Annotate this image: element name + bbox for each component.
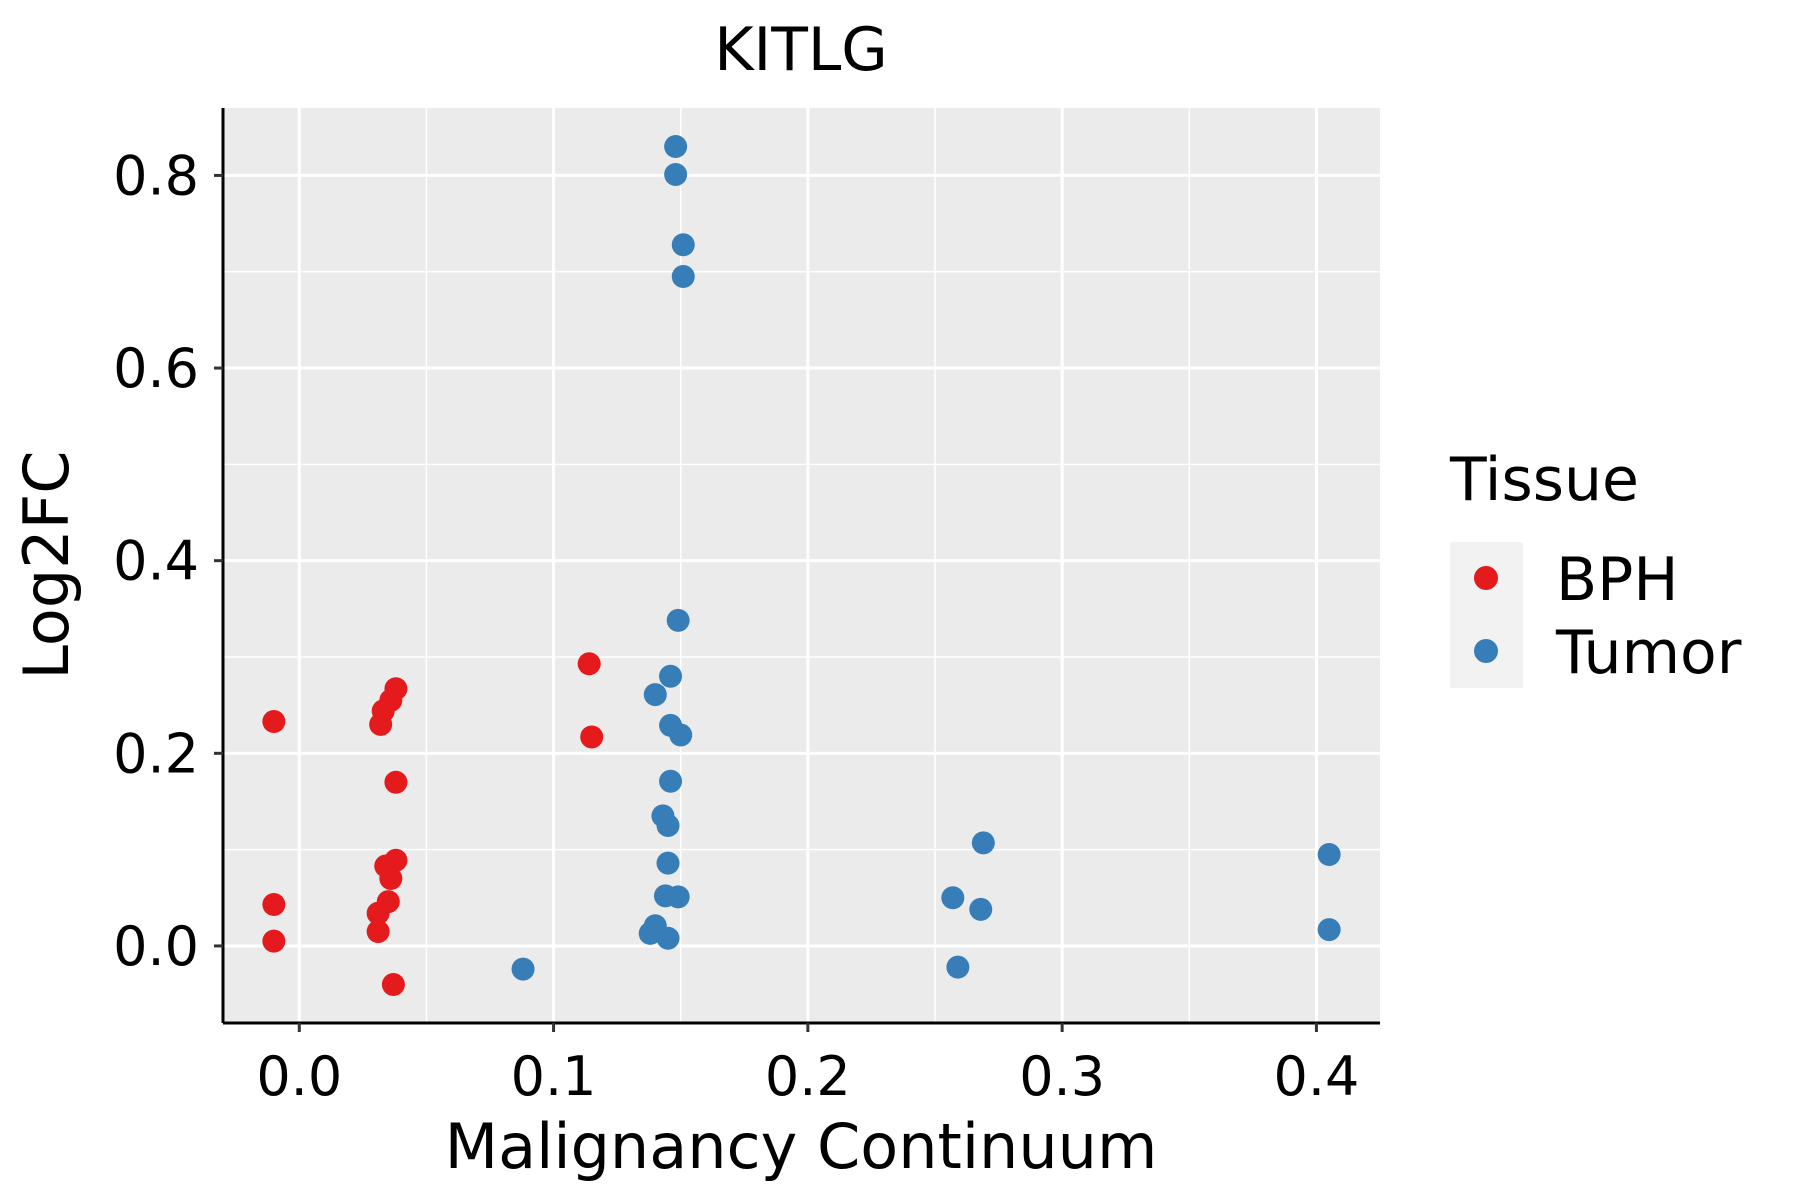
point-bph	[384, 848, 408, 872]
y-tick-label: 0.0	[113, 915, 199, 978]
point-tumor	[941, 886, 965, 910]
point-bph	[376, 890, 400, 914]
point-tumor	[656, 926, 680, 950]
point-bph	[384, 770, 408, 794]
x-tick-label: 0.0	[256, 1045, 342, 1108]
chart-title: KITLG	[714, 15, 888, 85]
point-tumor	[971, 831, 995, 855]
y-tick-label: 0.2	[113, 722, 199, 785]
x-tick-label: 0.1	[511, 1045, 597, 1108]
point-tumor	[1317, 918, 1341, 942]
point-bph	[379, 867, 403, 891]
point-bph	[262, 893, 286, 917]
legend-label-bph: BPH	[1556, 545, 1678, 615]
point-tumor	[666, 885, 690, 909]
point-tumor	[969, 897, 993, 921]
legend-key-background	[1450, 542, 1523, 688]
legend-title: Tissue	[1449, 445, 1639, 515]
point-tumor	[1317, 842, 1341, 866]
minor-gridlines	[223, 108, 1380, 1023]
point-tumor	[643, 683, 667, 707]
point-tumor	[664, 162, 688, 186]
point-bph	[580, 725, 604, 749]
point-tumor	[946, 955, 970, 979]
x-tick-label: 0.4	[1273, 1045, 1359, 1108]
axis-ticks	[214, 173, 1318, 1032]
point-bph	[577, 652, 601, 676]
point-tumor	[659, 769, 683, 793]
data-points	[262, 135, 1341, 996]
x-tick-labels: 0.0 0.1 0.2 0.3 0.4	[256, 1045, 1359, 1108]
point-tumor	[666, 608, 690, 632]
point-bph	[262, 710, 286, 734]
point-tumor	[659, 664, 683, 688]
legend-key-bph	[1474, 566, 1498, 590]
point-tumor	[656, 814, 680, 838]
point-tumor	[669, 723, 693, 747]
point-tumor	[664, 135, 688, 159]
legend: Tissue BPH Tumor	[1449, 445, 1742, 688]
point-tumor	[671, 265, 695, 289]
y-tick-label: 0.6	[113, 337, 199, 400]
point-tumor	[511, 957, 535, 981]
y-tick-label: 0.4	[113, 530, 199, 593]
point-bph	[262, 929, 286, 953]
legend-label-tumor: Tumor	[1555, 618, 1742, 688]
major-gridlines	[223, 108, 1380, 1023]
y-tick-label: 0.8	[113, 144, 199, 207]
y-axis-title: Log2FC	[10, 450, 83, 679]
point-bph	[384, 677, 408, 701]
x-tick-label: 0.3	[1019, 1045, 1105, 1108]
point-bph	[366, 920, 390, 943]
point-tumor	[656, 851, 680, 875]
point-tumor	[671, 233, 695, 257]
point-bph	[381, 972, 405, 996]
y-tick-labels: 0.0 0.2 0.4 0.6 0.8	[113, 144, 199, 978]
legend-key-tumor	[1474, 639, 1498, 663]
x-tick-label: 0.2	[765, 1045, 851, 1108]
plot-panel	[223, 108, 1380, 1023]
x-axis-title: Malignancy Continuum	[445, 1110, 1158, 1183]
